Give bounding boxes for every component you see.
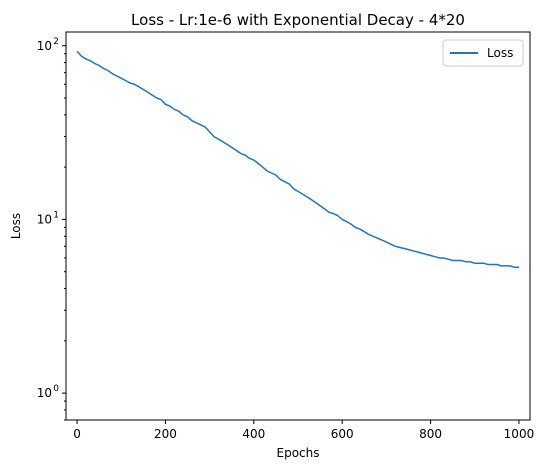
legend: Loss [442,39,524,67]
x-tick-label: 800 [419,427,442,441]
y-tick-label: 10 [37,212,52,226]
x-axis-label: Epochs [277,446,320,460]
y-tick-exponent: 0 [53,384,59,394]
legend-box [442,39,524,67]
y-tick-exponent: 1 [53,210,59,220]
y-tick-label: 10 [37,386,52,400]
x-tick-label: 0 [73,427,81,441]
legend-label: Loss [487,46,513,60]
x-tick-label: 400 [242,427,265,441]
y-tick-label: 10 [37,39,52,53]
x-tick-label: 1000 [504,427,535,441]
x-axis: 0 200 400 600 800 1000 [73,420,534,441]
plot-frame [65,31,531,421]
loss-series-line [76,50,519,269]
y-axis-label: Loss [9,213,23,239]
chart-title: Loss - Lr:1e-6 with Exponential Decay - … [131,11,465,29]
x-tick-label: 200 [154,427,177,441]
x-tick-label: 600 [331,427,354,441]
y-tick-exponent: 2 [53,37,59,47]
